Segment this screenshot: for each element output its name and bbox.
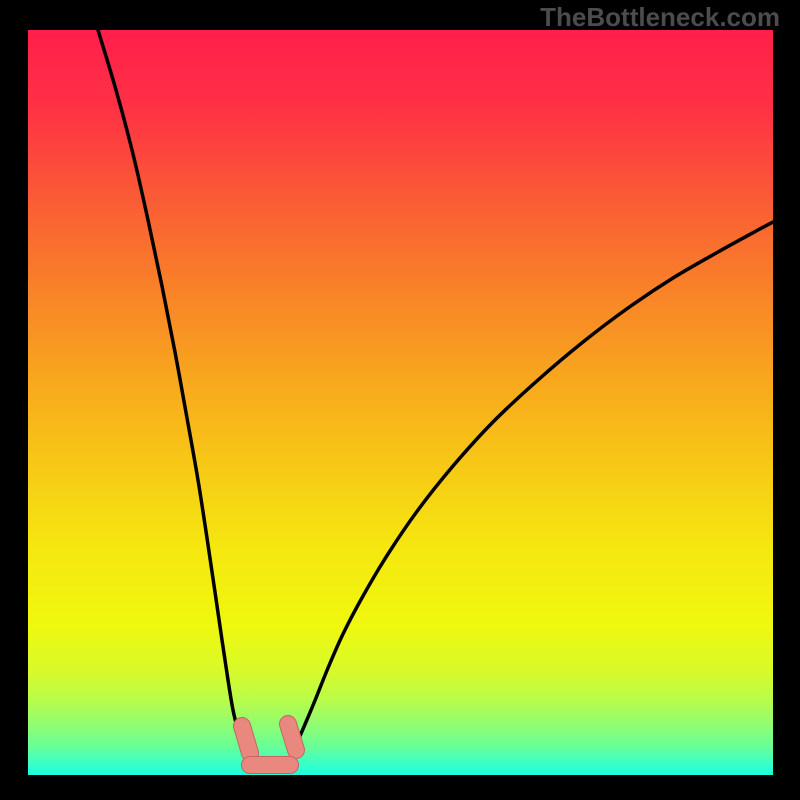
left-curve-branch: [98, 30, 249, 753]
right-curve-branch: [291, 222, 773, 751]
watermark-text: TheBottleneck.com: [540, 2, 780, 33]
chart-frame: TheBottleneck.com: [0, 0, 800, 800]
curve-overlay: [28, 30, 773, 775]
plot-area: [28, 30, 773, 775]
valley-markers: [242, 724, 296, 765]
